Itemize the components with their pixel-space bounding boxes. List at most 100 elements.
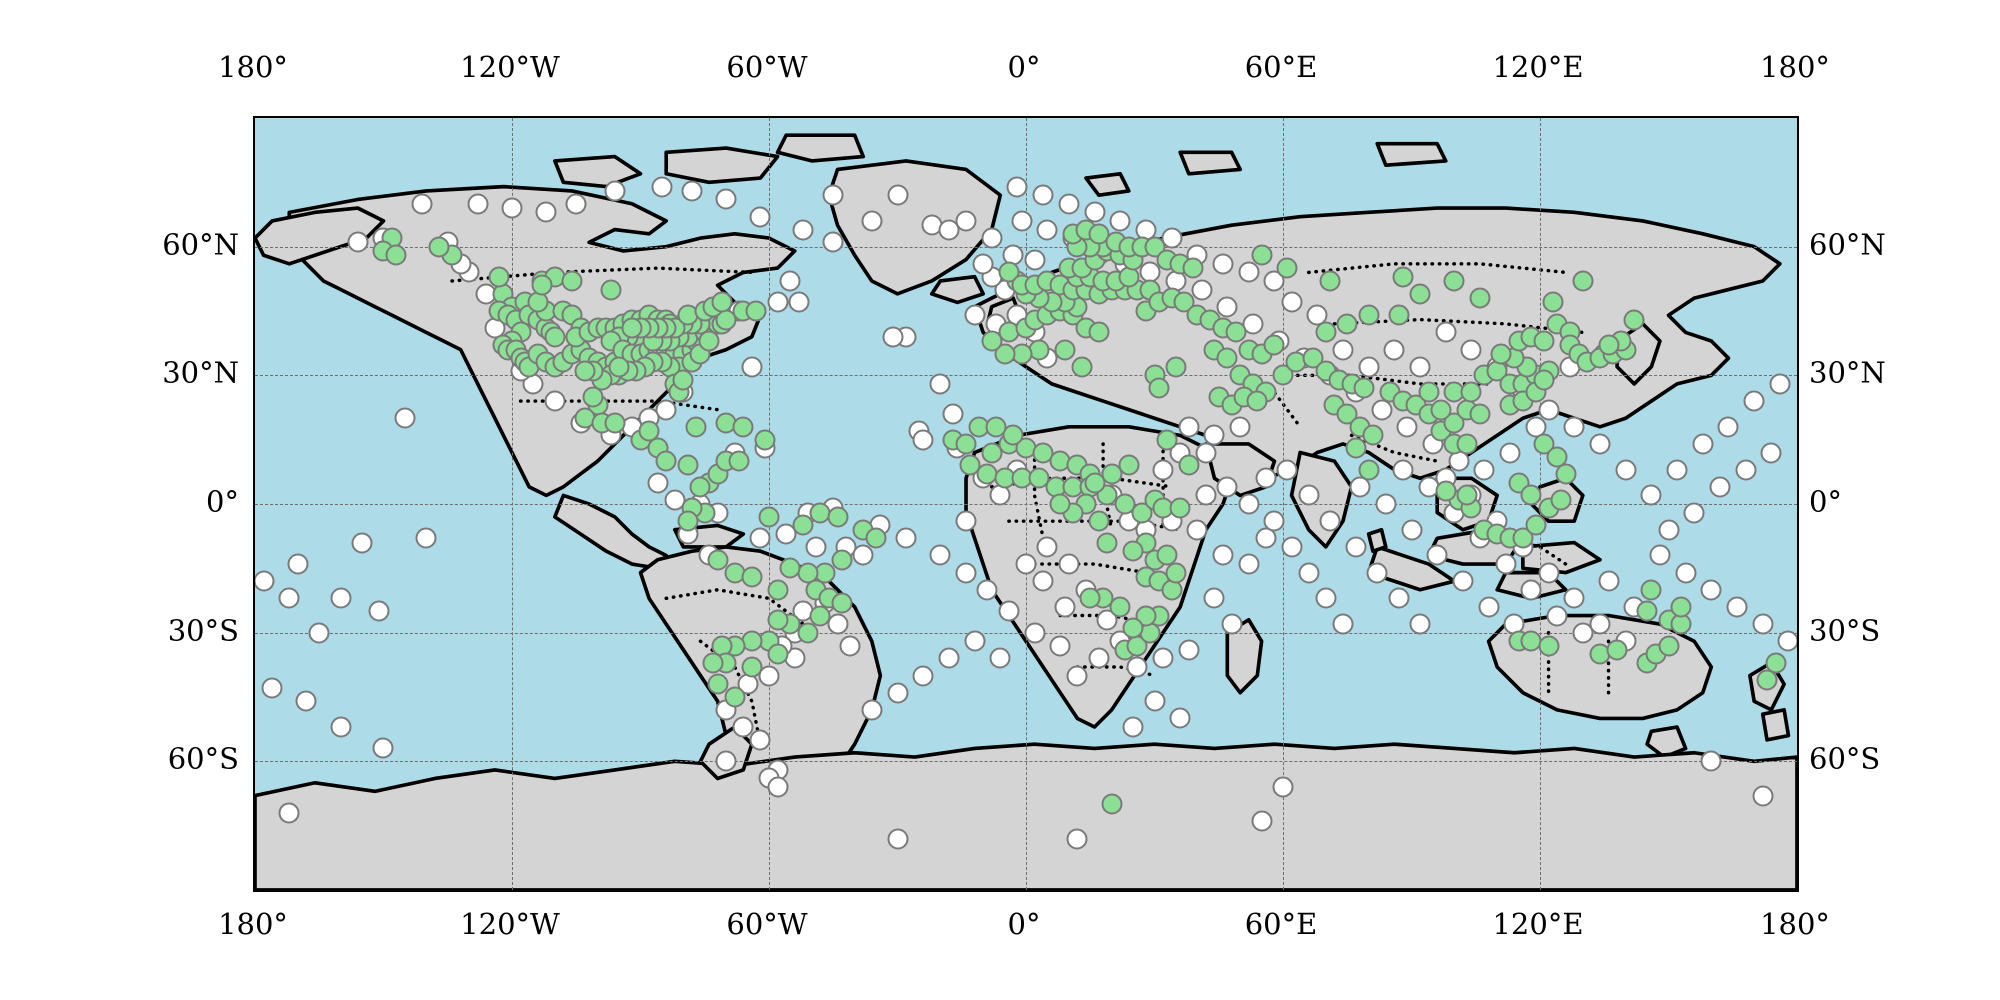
scatter-point-white bbox=[1452, 570, 1474, 592]
scatter-point-white bbox=[415, 527, 437, 549]
scatter-point-green bbox=[1169, 497, 1191, 519]
scatter-point-white bbox=[887, 184, 908, 206]
scatter-point-green bbox=[600, 279, 622, 301]
scatter-point-white bbox=[1598, 570, 1620, 592]
scatter-point-green bbox=[1358, 304, 1380, 326]
scatter-point-white bbox=[955, 210, 977, 232]
scatter-point-white bbox=[805, 536, 827, 558]
scatter-point-green bbox=[1525, 514, 1547, 536]
scatter-point-white bbox=[1332, 613, 1354, 635]
scatter-point-white bbox=[732, 716, 754, 738]
scatter-point-white bbox=[1692, 433, 1714, 455]
scatter-point-white bbox=[1460, 339, 1482, 361]
scatter-point-green bbox=[1598, 334, 1620, 356]
scatter-point-white bbox=[1499, 442, 1521, 464]
x-tick-label-top-1: 120°W bbox=[460, 50, 560, 84]
x-tick-label-bottom-4: 60°E bbox=[1244, 907, 1318, 941]
scatter-point-white bbox=[1212, 253, 1234, 275]
x-tick-label-top-4: 60°E bbox=[1244, 50, 1318, 84]
scatter-point-white bbox=[1238, 553, 1260, 575]
scatter-point-white bbox=[544, 390, 566, 412]
scatter-point-white bbox=[1281, 536, 1303, 558]
scatter-point-green bbox=[1319, 270, 1341, 292]
scatter-point-white bbox=[1473, 459, 1495, 481]
scatter-point-green bbox=[1178, 454, 1200, 476]
scatter-point-green bbox=[1533, 330, 1555, 352]
scatter-point-green bbox=[1456, 484, 1478, 506]
x-tick-label-top-6: 180° bbox=[1760, 50, 1830, 84]
scatter-point-green bbox=[1640, 579, 1662, 601]
scatter-point-white bbox=[1255, 527, 1277, 549]
scatter-point-white bbox=[655, 399, 677, 421]
scatter-point-green bbox=[767, 579, 789, 601]
scatter-point-white bbox=[1426, 544, 1448, 566]
land-polygons bbox=[255, 133, 1797, 890]
scatter-point-green bbox=[797, 622, 819, 644]
scatter-point-green bbox=[604, 412, 626, 433]
scatter-point-green bbox=[561, 270, 583, 292]
scatter-point-white bbox=[1589, 433, 1611, 455]
scatter-point-white bbox=[1195, 484, 1217, 506]
scatter-point-green bbox=[985, 416, 1007, 438]
scatter-point-white bbox=[1409, 356, 1431, 378]
scatter-point-white bbox=[604, 180, 626, 202]
scatter-point-white bbox=[1203, 424, 1225, 446]
scatter-point-white bbox=[1006, 176, 1028, 198]
scatter-point-white bbox=[1752, 785, 1774, 807]
scatter-point-green bbox=[1572, 270, 1594, 292]
y-tick-label-left-4: 60°S bbox=[167, 741, 239, 776]
scatter-point-green bbox=[767, 609, 789, 631]
scatter-point-white bbox=[1538, 562, 1560, 584]
scatter-point-white bbox=[775, 523, 797, 545]
y-tick-label-right-1: 30°N bbox=[1809, 355, 1886, 390]
scatter-point-green bbox=[1418, 381, 1440, 403]
scatter-point-green bbox=[827, 506, 849, 528]
scatter-point-white bbox=[912, 665, 934, 687]
scatter-point-green bbox=[1533, 369, 1555, 391]
scatter-point-green bbox=[732, 416, 754, 438]
scatter-point-white bbox=[651, 176, 673, 198]
scatter-point-green bbox=[831, 592, 853, 614]
scatter-point-green bbox=[1756, 669, 1778, 691]
scatter-point-white bbox=[1658, 519, 1679, 541]
scatter-point-green bbox=[1392, 266, 1414, 288]
scatter-point-green bbox=[1538, 635, 1560, 657]
scatter-point-white bbox=[1563, 587, 1585, 609]
scatter-point-white bbox=[929, 544, 951, 566]
y-tick-label-right-3: 30°S bbox=[1809, 613, 1881, 648]
scatter-point-white bbox=[955, 510, 977, 532]
scatter-point-white bbox=[1640, 484, 1662, 506]
scatter-point-green bbox=[1358, 459, 1380, 481]
scatter-point-green bbox=[792, 514, 814, 536]
scatter-point-white bbox=[887, 828, 908, 850]
scatter-point-white bbox=[1186, 519, 1208, 541]
scatter-point-white bbox=[1666, 459, 1688, 481]
scatter-point-white bbox=[938, 219, 960, 240]
scatter-point-white bbox=[368, 600, 390, 622]
y-tick-label-right-4: 60°S bbox=[1809, 741, 1881, 776]
scatter-point-green bbox=[1216, 347, 1238, 369]
scatter-point-white bbox=[998, 600, 1020, 622]
scatter-point-white bbox=[1216, 476, 1238, 498]
scatter-point-green bbox=[1636, 600, 1658, 622]
scatter-point-white bbox=[1169, 707, 1191, 729]
scatter-point-white bbox=[1281, 291, 1303, 313]
scatter-point-white bbox=[1255, 467, 1277, 489]
scatter-point-white bbox=[1495, 553, 1517, 575]
scatter-point-white bbox=[1388, 587, 1410, 609]
scatter-point-green bbox=[672, 369, 694, 391]
scatter-point-white bbox=[1221, 613, 1243, 635]
scatter-point-green bbox=[1362, 424, 1384, 446]
scatter-point-white bbox=[1212, 544, 1234, 566]
map-plot-area[interactable] bbox=[253, 116, 1799, 892]
scatter-point-white bbox=[1538, 399, 1560, 421]
scatter-point-white bbox=[1161, 227, 1183, 249]
scatter-point-green bbox=[1670, 596, 1692, 618]
scatter-point-white bbox=[1717, 416, 1739, 438]
scatter-point-green bbox=[707, 549, 729, 571]
scatter-point-white bbox=[1760, 442, 1782, 464]
x-tick-label-top-5: 120°E bbox=[1492, 50, 1584, 84]
scatter-point-green bbox=[994, 343, 1016, 365]
scatter-point-green bbox=[1122, 617, 1144, 639]
scatter-point-white bbox=[767, 291, 789, 313]
